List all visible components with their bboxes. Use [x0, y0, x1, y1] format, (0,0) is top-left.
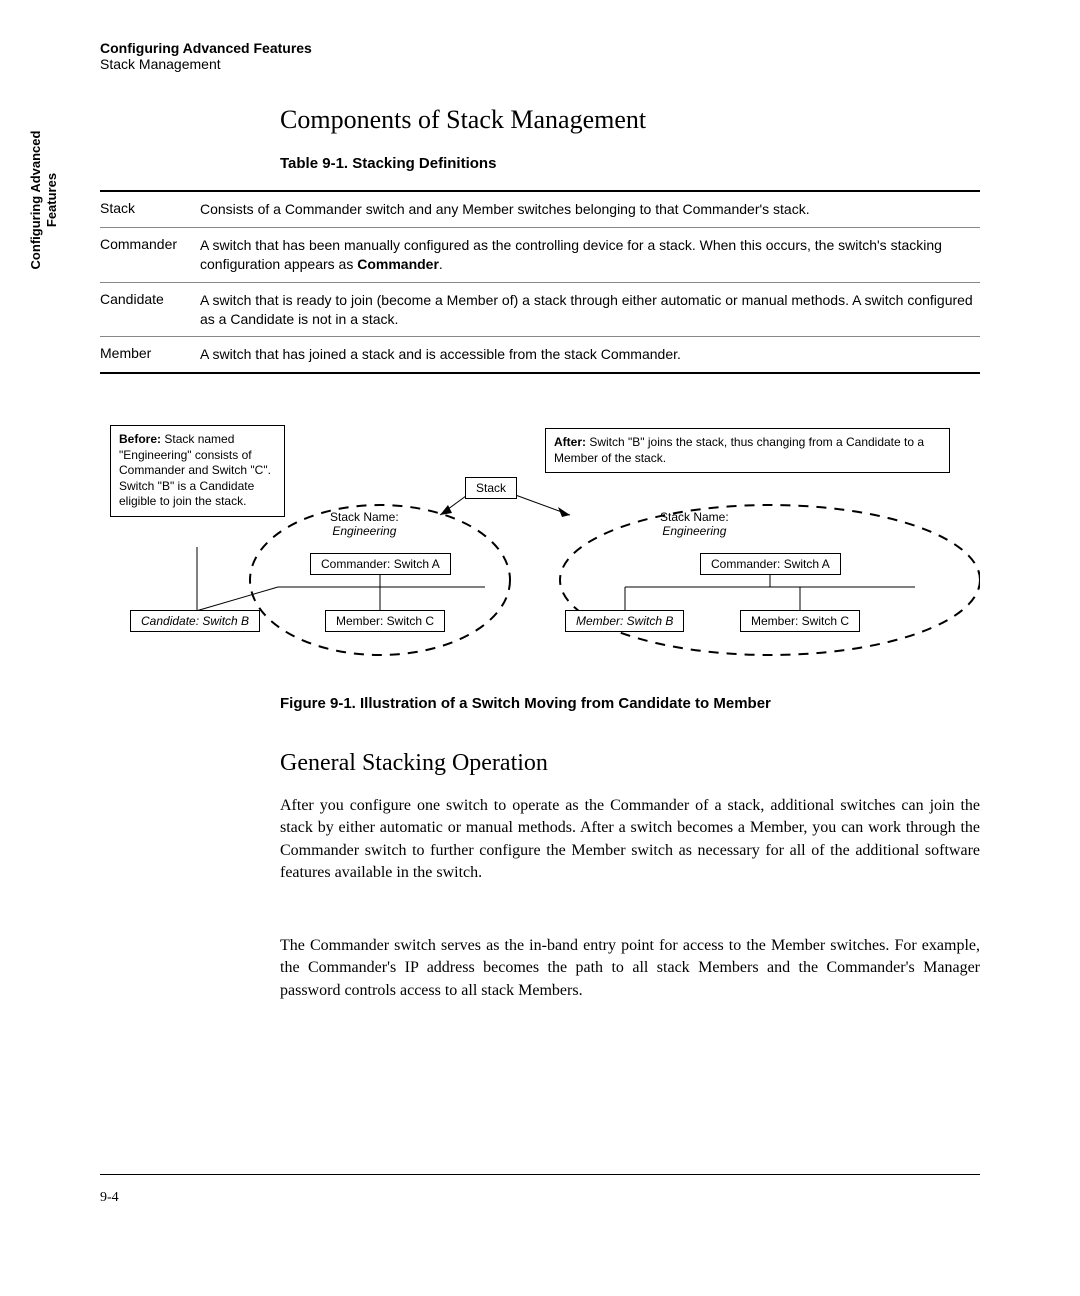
table-row: Stack Consists of a Commander switch and…: [100, 192, 980, 228]
table-caption: Table 9-1. Stacking Definitions: [280, 155, 496, 172]
candidate-box: Candidate: Switch B: [130, 610, 260, 632]
page-footer: 9-4: [100, 1174, 980, 1206]
def-term: Member: [100, 345, 200, 364]
before-callout: Before: Stack named "Engineering" consis…: [110, 425, 285, 517]
page-header: Configuring Advanced Features Stack Mana…: [100, 40, 980, 72]
commander-box-left: Commander: Switch A: [310, 553, 451, 575]
side-tab: Configuring Advanced Features: [28, 120, 59, 280]
stack-name-right: Stack Name: Engineering: [660, 510, 729, 539]
member-c-left: Member: Switch C: [325, 610, 445, 632]
page-number: 9-4: [100, 1190, 119, 1205]
definitions-table: Stack Consists of a Commander switch and…: [100, 190, 980, 374]
def-desc: A switch that is ready to join (become a…: [200, 291, 980, 329]
paragraph-1: After you configure one switch to operat…: [280, 795, 980, 885]
def-term: Commander: [100, 236, 200, 274]
after-callout: After: Switch "B" joins the stack, thus …: [545, 428, 950, 473]
diagram: Before: Stack named "Engineering" consis…: [100, 415, 980, 675]
table-row: Member A switch that has joined a stack …: [100, 337, 980, 372]
table-row: Candidate A switch that is ready to join…: [100, 283, 980, 338]
stack-box: Stack: [465, 477, 517, 499]
table-row: Commander A switch that has been manuall…: [100, 228, 980, 283]
member-b-box: Member: Switch B: [565, 610, 684, 632]
def-desc: A switch that has joined a stack and is …: [200, 345, 980, 364]
stack-name-left: Stack Name: Engineering: [330, 510, 399, 539]
main-title: Components of Stack Management: [280, 105, 646, 135]
header-subtitle: Stack Management: [100, 56, 980, 72]
def-term: Stack: [100, 200, 200, 219]
def-desc: A switch that has been manually configur…: [200, 236, 980, 274]
commander-box-right: Commander: Switch A: [700, 553, 841, 575]
def-term: Candidate: [100, 291, 200, 329]
figure-caption: Figure 9-1. Illustration of a Switch Mov…: [280, 695, 771, 712]
header-title: Configuring Advanced Features: [100, 40, 980, 56]
member-c-right: Member: Switch C: [740, 610, 860, 632]
section-title: General Stacking Operation: [280, 750, 548, 777]
paragraph-2: The Commander switch serves as the in-ba…: [280, 935, 980, 1002]
def-desc: Consists of a Commander switch and any M…: [200, 200, 980, 219]
